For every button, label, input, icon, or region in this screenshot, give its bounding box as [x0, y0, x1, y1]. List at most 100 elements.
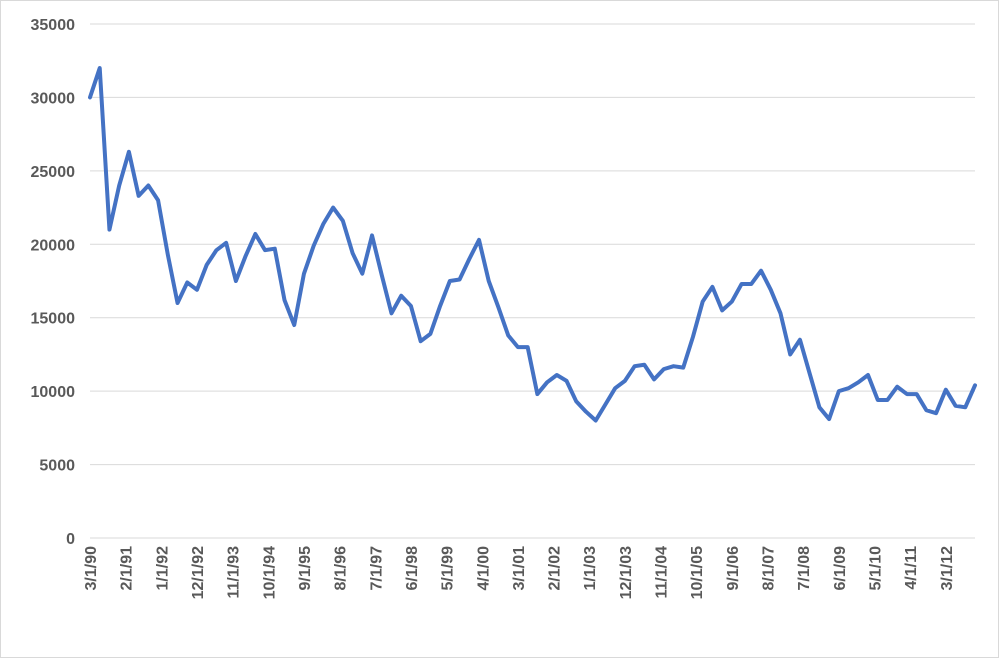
data-point [389, 311, 393, 315]
data-point [915, 392, 919, 396]
data-point [244, 254, 248, 258]
data-point [224, 241, 228, 245]
data-point [88, 95, 92, 99]
data-point [623, 379, 627, 383]
data-point [594, 419, 598, 423]
data-point [360, 272, 364, 276]
data-point [837, 389, 841, 393]
data-point [555, 373, 559, 377]
y-tick-label: 10000 [31, 384, 76, 401]
data-point [788, 352, 792, 356]
data-point [253, 232, 257, 236]
data-point [905, 392, 909, 396]
x-axis-tick-labels: 3/1/90 2/1/91 1/1/92 12/1/92 11/1/93 10/1/94 9… [83, 546, 956, 599]
data-point [370, 233, 374, 237]
data-point [574, 399, 578, 403]
data-point [214, 248, 218, 252]
data-point [506, 333, 510, 337]
data-point [321, 222, 325, 226]
data-point [885, 398, 889, 402]
data-point [672, 364, 676, 368]
data-point [701, 300, 705, 304]
data-point [681, 366, 685, 370]
data-point [477, 238, 481, 242]
x-tick-label: 5/1/99 [440, 546, 457, 591]
data-point [827, 417, 831, 421]
data-point [341, 219, 345, 223]
x-tick-label: 6/1/09 [832, 546, 849, 591]
y-tick-label: 0 [66, 531, 75, 548]
data-point [749, 282, 753, 286]
data-point [496, 305, 500, 309]
x-tick-label: 7/1/97 [368, 546, 385, 591]
data-point [876, 398, 880, 402]
x-tick-label: 4/1/00 [475, 546, 492, 591]
data-point [720, 308, 724, 312]
data-point [603, 402, 607, 406]
data-point [273, 247, 277, 251]
data-point [545, 380, 549, 384]
x-tick-label: 10/1/05 [689, 546, 706, 599]
y-tick-label: 30000 [31, 90, 76, 107]
data-point [351, 251, 355, 255]
data-point [847, 386, 851, 390]
data-point [166, 253, 170, 257]
data-point [584, 410, 588, 414]
data-point [526, 345, 530, 349]
series-line [88, 66, 977, 423]
data-point [808, 372, 812, 376]
x-tick-label: 12/1/92 [190, 546, 207, 599]
data-point [156, 198, 160, 202]
data-point [973, 383, 977, 387]
data-point [312, 244, 316, 248]
data-point [691, 335, 695, 339]
data-point [487, 279, 491, 283]
data-point [292, 323, 296, 327]
data-point [924, 408, 928, 412]
data-point [127, 150, 131, 154]
x-tick-label: 12/1/03 [618, 546, 635, 599]
x-tick-label: 8/1/07 [761, 546, 778, 591]
x-tick-label: 3/1/90 [83, 546, 100, 591]
y-tick-label: 5000 [39, 458, 75, 475]
data-point [234, 279, 238, 283]
data-point [195, 288, 199, 292]
data-point [399, 294, 403, 298]
data-point [448, 279, 452, 283]
x-tick-label: 9/1/06 [725, 546, 742, 591]
gridlines [90, 23, 975, 539]
data-point [185, 280, 189, 284]
data-point [613, 386, 617, 390]
x-tick-label: 11/1/04 [654, 546, 671, 599]
data-point [428, 332, 432, 336]
data-point [662, 367, 666, 371]
data-point [146, 184, 150, 188]
data-point [963, 405, 967, 409]
y-tick-label: 35000 [31, 17, 76, 34]
data-point [954, 404, 958, 408]
x-tick-label: 4/1/11 [903, 546, 920, 590]
y-tick-label: 15000 [31, 311, 76, 328]
x-tick-label: 11/1/93 [226, 546, 243, 599]
data-point [642, 363, 646, 367]
data-point [458, 278, 462, 282]
data-point [866, 373, 870, 377]
data-point [117, 184, 121, 188]
data-point [759, 269, 763, 273]
data-point [633, 364, 637, 368]
data-point [107, 228, 111, 232]
x-tick-label: 1/1/92 [154, 546, 171, 591]
data-point [895, 385, 899, 389]
x-tick-label: 1/1/03 [582, 546, 599, 591]
data-point [652, 377, 656, 381]
x-tick-label: 5/1/10 [868, 546, 885, 591]
data-point [283, 298, 287, 302]
x-tick-label: 7/1/08 [796, 546, 813, 591]
y-tick-label: 20000 [31, 237, 76, 254]
x-tick-label: 10/1/94 [261, 546, 278, 599]
data-point [769, 288, 773, 292]
data-point [778, 311, 782, 315]
x-tick-label: 6/1/98 [404, 546, 421, 591]
